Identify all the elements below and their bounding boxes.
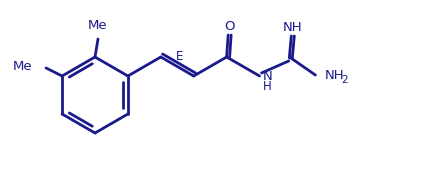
Text: O: O (224, 20, 234, 33)
Text: Me: Me (88, 19, 107, 32)
Text: Me: Me (12, 60, 32, 72)
Text: E: E (175, 50, 182, 63)
Text: N: N (262, 71, 272, 83)
Text: 2: 2 (341, 75, 347, 85)
Text: NH: NH (324, 69, 343, 82)
Text: NH: NH (282, 22, 302, 34)
Text: H: H (262, 80, 271, 93)
